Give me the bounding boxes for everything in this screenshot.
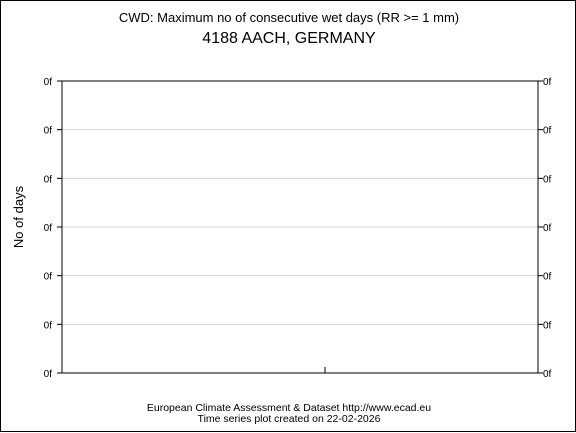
chart-title: CWD: Maximum no of consecutive wet days …	[119, 10, 459, 25]
y-tick-label-left: 0f	[44, 369, 53, 380]
y-tick-label-left: 0f	[44, 77, 53, 88]
y-tick-label-right: 0f	[543, 77, 552, 88]
gridlines	[62, 129, 538, 325]
footer-created: Time series plot created on 22-02-2026	[198, 413, 381, 425]
y-tick-label-right: 0f	[543, 369, 552, 380]
chart-subtitle: 4188 AACH, GERMANY	[202, 30, 376, 47]
y-tick-label-left: 0f	[44, 223, 53, 234]
y-tick-label-right: 0f	[543, 320, 552, 331]
y-tick-label-left: 0f	[44, 174, 53, 185]
y-tick-label-right: 0f	[543, 174, 552, 185]
footer-source: European Climate Assessment & Dataset ht…	[147, 402, 431, 414]
y-tick-label-right: 0f	[543, 272, 552, 283]
y-tick-label-right: 0f	[543, 126, 552, 137]
y-tick-label-left: 0f	[44, 272, 53, 283]
y-tick-label-right: 0f	[543, 223, 552, 234]
y-tick-label-left: 0f	[44, 126, 53, 137]
y-axis-label: No of days	[11, 185, 26, 248]
y-tick-label-left: 0f	[44, 320, 53, 331]
axis-ticks: 0f 0f 0f 0f 0f 0f 0f 0f 0f 0f 0f 0f 0f 0f	[44, 77, 552, 380]
